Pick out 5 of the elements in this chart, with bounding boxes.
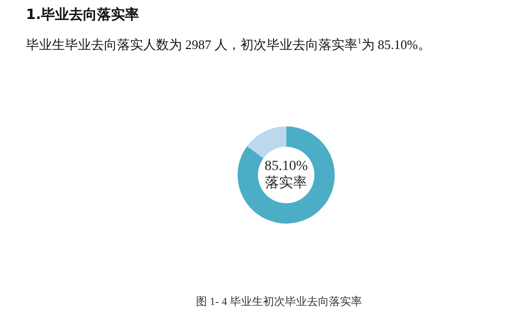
data-label: 85.10% <box>264 159 308 174</box>
caption: 图 1- 4 毕业生初次毕业去向落实率 <box>196 294 362 309</box>
chart-subtitle: 毕业生毕业去向落实人数为 2987 人，初次毕业去向落实率$^{1}$为 85.10%。 <box>26 36 431 54</box>
slice-label: 落实率 <box>265 175 308 191</box>
text: 1.毕业去向落实率 <box>26 6 140 24</box>
